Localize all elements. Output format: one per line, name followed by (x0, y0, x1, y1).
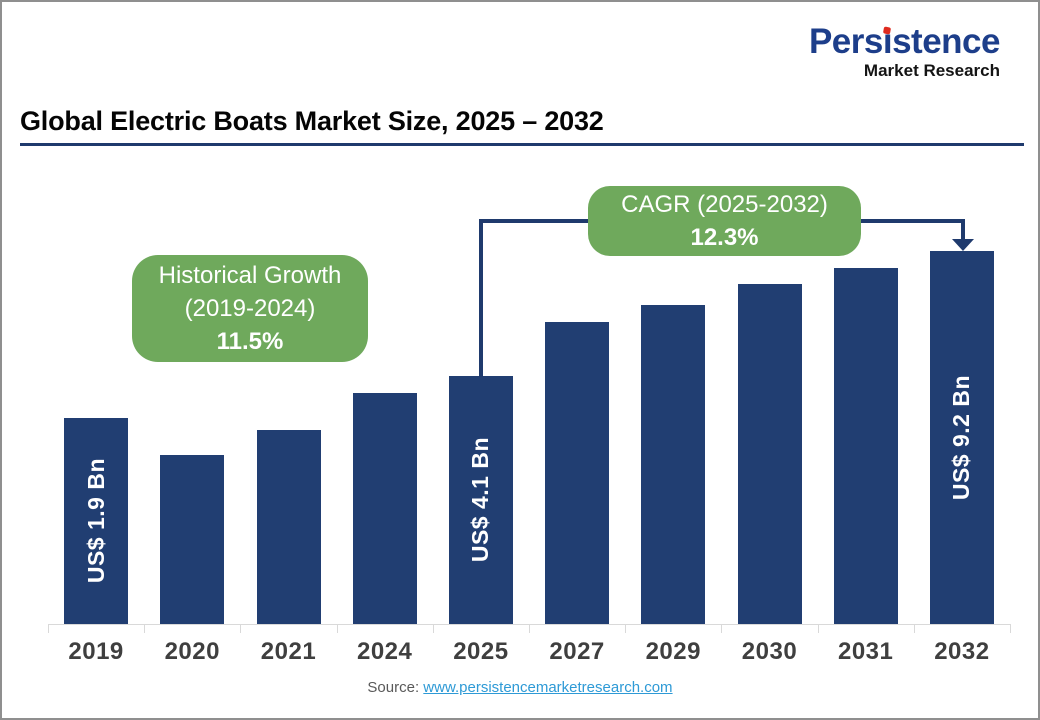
x-axis-tick (913, 624, 915, 633)
bar-value-label-2025: US$ 4.1 Bn (467, 437, 494, 563)
x-axis-tick (48, 624, 49, 633)
x-axis-tick (240, 624, 242, 633)
title-underline (20, 143, 1024, 146)
x-axis-tick (336, 624, 338, 633)
bar-2029 (641, 305, 706, 624)
bar-2030 (737, 284, 802, 624)
x-axis-label-2019: 2019 (68, 638, 124, 665)
bar-2025: US$ 4.1 Bn (448, 376, 513, 624)
x-axis-label-2021: 2021 (260, 638, 317, 665)
cagr-value: 12.3% (690, 224, 759, 251)
bar-value-label-2019: US$ 1.9 Bn (82, 458, 109, 584)
pmr-logo: Persı stence Market Research (808, 22, 1001, 81)
logo-brand-part1: Pers (808, 22, 883, 61)
bar-2032: US$ 9.2 Bn (929, 251, 994, 624)
x-axis-tick (529, 624, 530, 633)
x-axis-label-2027: 2027 (549, 638, 605, 665)
source-link[interactable]: www.persistencemarketresearch.com (423, 679, 673, 696)
x-axis-tick (817, 624, 819, 633)
cagr-bracket-arrow-icon (952, 239, 974, 251)
cagr-bracket-left-line (479, 219, 483, 377)
cagr-callout: CAGR (2025-2032) 12.3% (588, 186, 861, 256)
source-line: Source: www.persistencemarketresearch.co… (2, 679, 1038, 696)
cagr-bracket-right-line (961, 219, 965, 241)
logo-subtitle-text: Market Research (863, 60, 1000, 80)
historical-growth-label: Historical Growth (158, 261, 342, 289)
bar-2031 (833, 268, 898, 624)
page-title: Global Electric Boats Market Size, 2025 … (20, 106, 604, 136)
bar-2027 (545, 322, 610, 624)
x-axis-label-2025: 2025 (453, 638, 509, 665)
logo-brand-text: Persı stence (808, 22, 1001, 61)
logo-brand-part2: stence (892, 22, 1000, 61)
x-axis-label-2031: 2031 (837, 638, 894, 665)
x-axis-tick (625, 624, 627, 633)
cagr-label: CAGR (2025-2032) (621, 190, 828, 218)
x-axis-tick (721, 624, 723, 633)
bar-value-label-2032: US$ 9.2 Bn (948, 374, 975, 501)
bar-2021 (256, 430, 321, 624)
historical-growth-value: 11.5% (216, 328, 284, 356)
source-label: Source: (367, 679, 420, 696)
bar-2019: US$ 1.9 Bn (64, 418, 129, 624)
x-axis-label-2030: 2030 (741, 638, 798, 665)
historical-growth-callout: Historical Growth (2019-2024) 11.5% (132, 255, 368, 362)
bar-2024 (352, 393, 417, 624)
bar-2020 (160, 455, 225, 624)
x-axis-tick (432, 624, 434, 633)
logo-letter-i: ı (882, 22, 893, 61)
historical-growth-period: (2019-2024) (184, 294, 316, 322)
x-axis-label-2032: 2032 (934, 638, 990, 665)
x-axis-label-2024: 2024 (356, 638, 413, 665)
x-axis-label-2020: 2020 (164, 638, 220, 665)
x-axis-tick (1010, 624, 1011, 633)
x-axis-tick (144, 624, 146, 633)
x-axis-label-2029: 2029 (645, 638, 701, 665)
